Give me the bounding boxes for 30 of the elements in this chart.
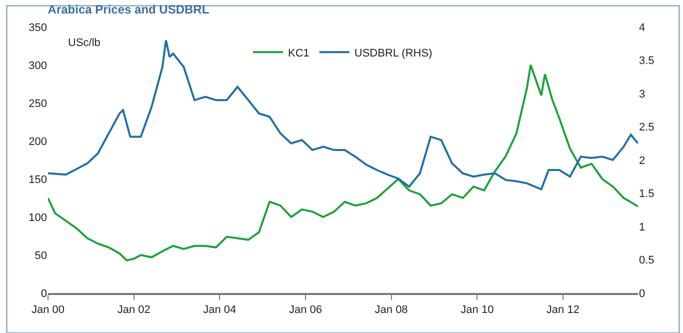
- y-tick-label: 150: [28, 174, 47, 186]
- annotation: USc/lb: [68, 37, 100, 49]
- y2-tick-label: 0.5: [639, 254, 654, 267]
- y-tick-label: 350: [28, 22, 47, 34]
- chart-title: Arabica Prices and USDBRL: [48, 2, 210, 16]
- y-tick-label: 0: [40, 288, 47, 300]
- x-tick-label: Jan 10: [460, 304, 494, 316]
- y-tick-label: 200: [28, 136, 47, 148]
- x-tick-label: Jan 00: [31, 304, 65, 316]
- legend-label: USDBRL (RHS): [354, 47, 432, 60]
- y2-tick-label: 3.5: [639, 55, 654, 68]
- x-tick-label: Jan 02: [117, 304, 150, 316]
- y2-tick-label: 1: [639, 221, 646, 234]
- y2-tick-label: 2.5: [639, 122, 654, 134]
- legend-label: KC1: [288, 47, 310, 60]
- y-tick-label: 50: [34, 250, 47, 262]
- y2-tick-label: 1.5: [639, 188, 654, 200]
- y-tick-label: 250: [28, 98, 47, 110]
- y2-tick-label: 4: [639, 22, 646, 34]
- line-series: [48, 39, 638, 190]
- y2-tick-label: 3: [639, 88, 646, 100]
- x-tick-label: Jan 04: [203, 304, 236, 316]
- x-tick-label: Jan 08: [374, 304, 408, 316]
- y-tick-label: 100: [28, 212, 47, 224]
- x-tick-label: Jan 12: [546, 304, 580, 316]
- x-tick-label: Jan 06: [289, 304, 322, 316]
- y2-tick-label: 2: [639, 154, 646, 167]
- y-tick-label: 300: [28, 60, 47, 72]
- line-series: [48, 64, 638, 262]
- y2-tick-label: 0: [639, 288, 646, 300]
